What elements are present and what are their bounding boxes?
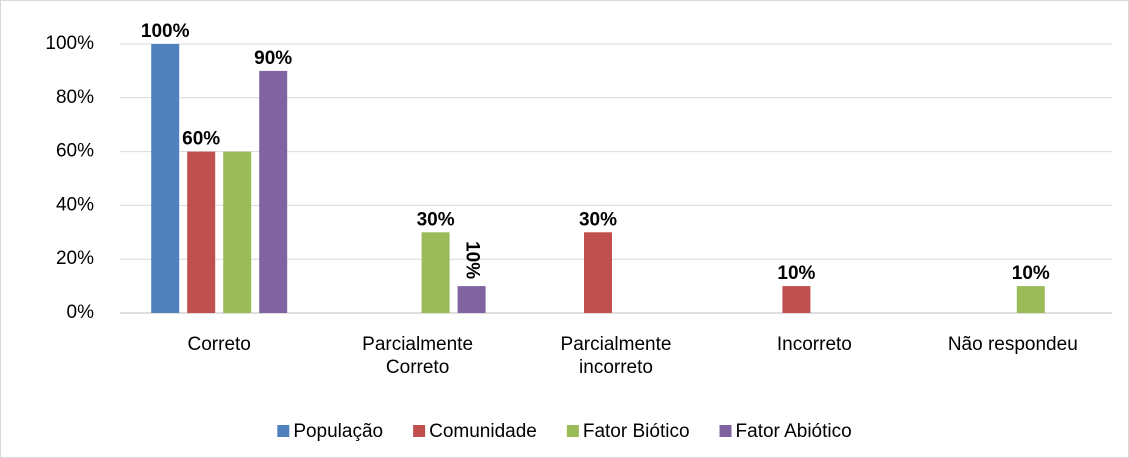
data-label: 60%	[182, 129, 220, 150]
x-tick-label: Correto	[187, 334, 251, 355]
legend-label: População	[293, 421, 383, 442]
data-label: 30%	[579, 209, 617, 230]
legend-swatch	[413, 425, 426, 437]
x-tick-label: Parcialmente Correto	[362, 334, 474, 378]
data-label: 10%	[462, 241, 483, 279]
bar	[223, 151, 252, 313]
x-tick-label: Parcialmente incorreto	[560, 334, 672, 378]
bar	[151, 44, 180, 313]
bar	[421, 232, 450, 313]
legend-label: Comunidade	[429, 421, 537, 442]
legend-swatch	[719, 425, 732, 437]
legend-label: Fator Abiótico	[736, 421, 852, 442]
bar	[1016, 286, 1045, 313]
y-tick-label: 0%	[67, 302, 95, 323]
bar	[457, 286, 486, 313]
legend-swatch	[566, 425, 579, 437]
data-label: 10%	[1012, 263, 1050, 284]
y-tick-label: 60%	[56, 141, 94, 162]
data-label: 90%	[254, 48, 292, 69]
bar	[187, 151, 216, 313]
y-tick-label: 40%	[56, 194, 94, 215]
legend-swatch	[277, 425, 290, 437]
data-label: 30%	[417, 209, 455, 230]
x-tick-label: Incorreto	[776, 334, 852, 355]
data-label: 10%	[777, 263, 815, 284]
bar	[584, 232, 612, 313]
bar	[782, 286, 811, 313]
y-tick-label: 80%	[56, 87, 94, 108]
bar	[259, 70, 288, 314]
y-tick-label: 20%	[56, 248, 94, 269]
x-tick-label: Não respondeu	[947, 334, 1078, 355]
data-label: 100%	[141, 21, 190, 42]
y-tick-label: 100%	[45, 33, 94, 54]
legend-label: Fator Biótico	[583, 421, 690, 442]
